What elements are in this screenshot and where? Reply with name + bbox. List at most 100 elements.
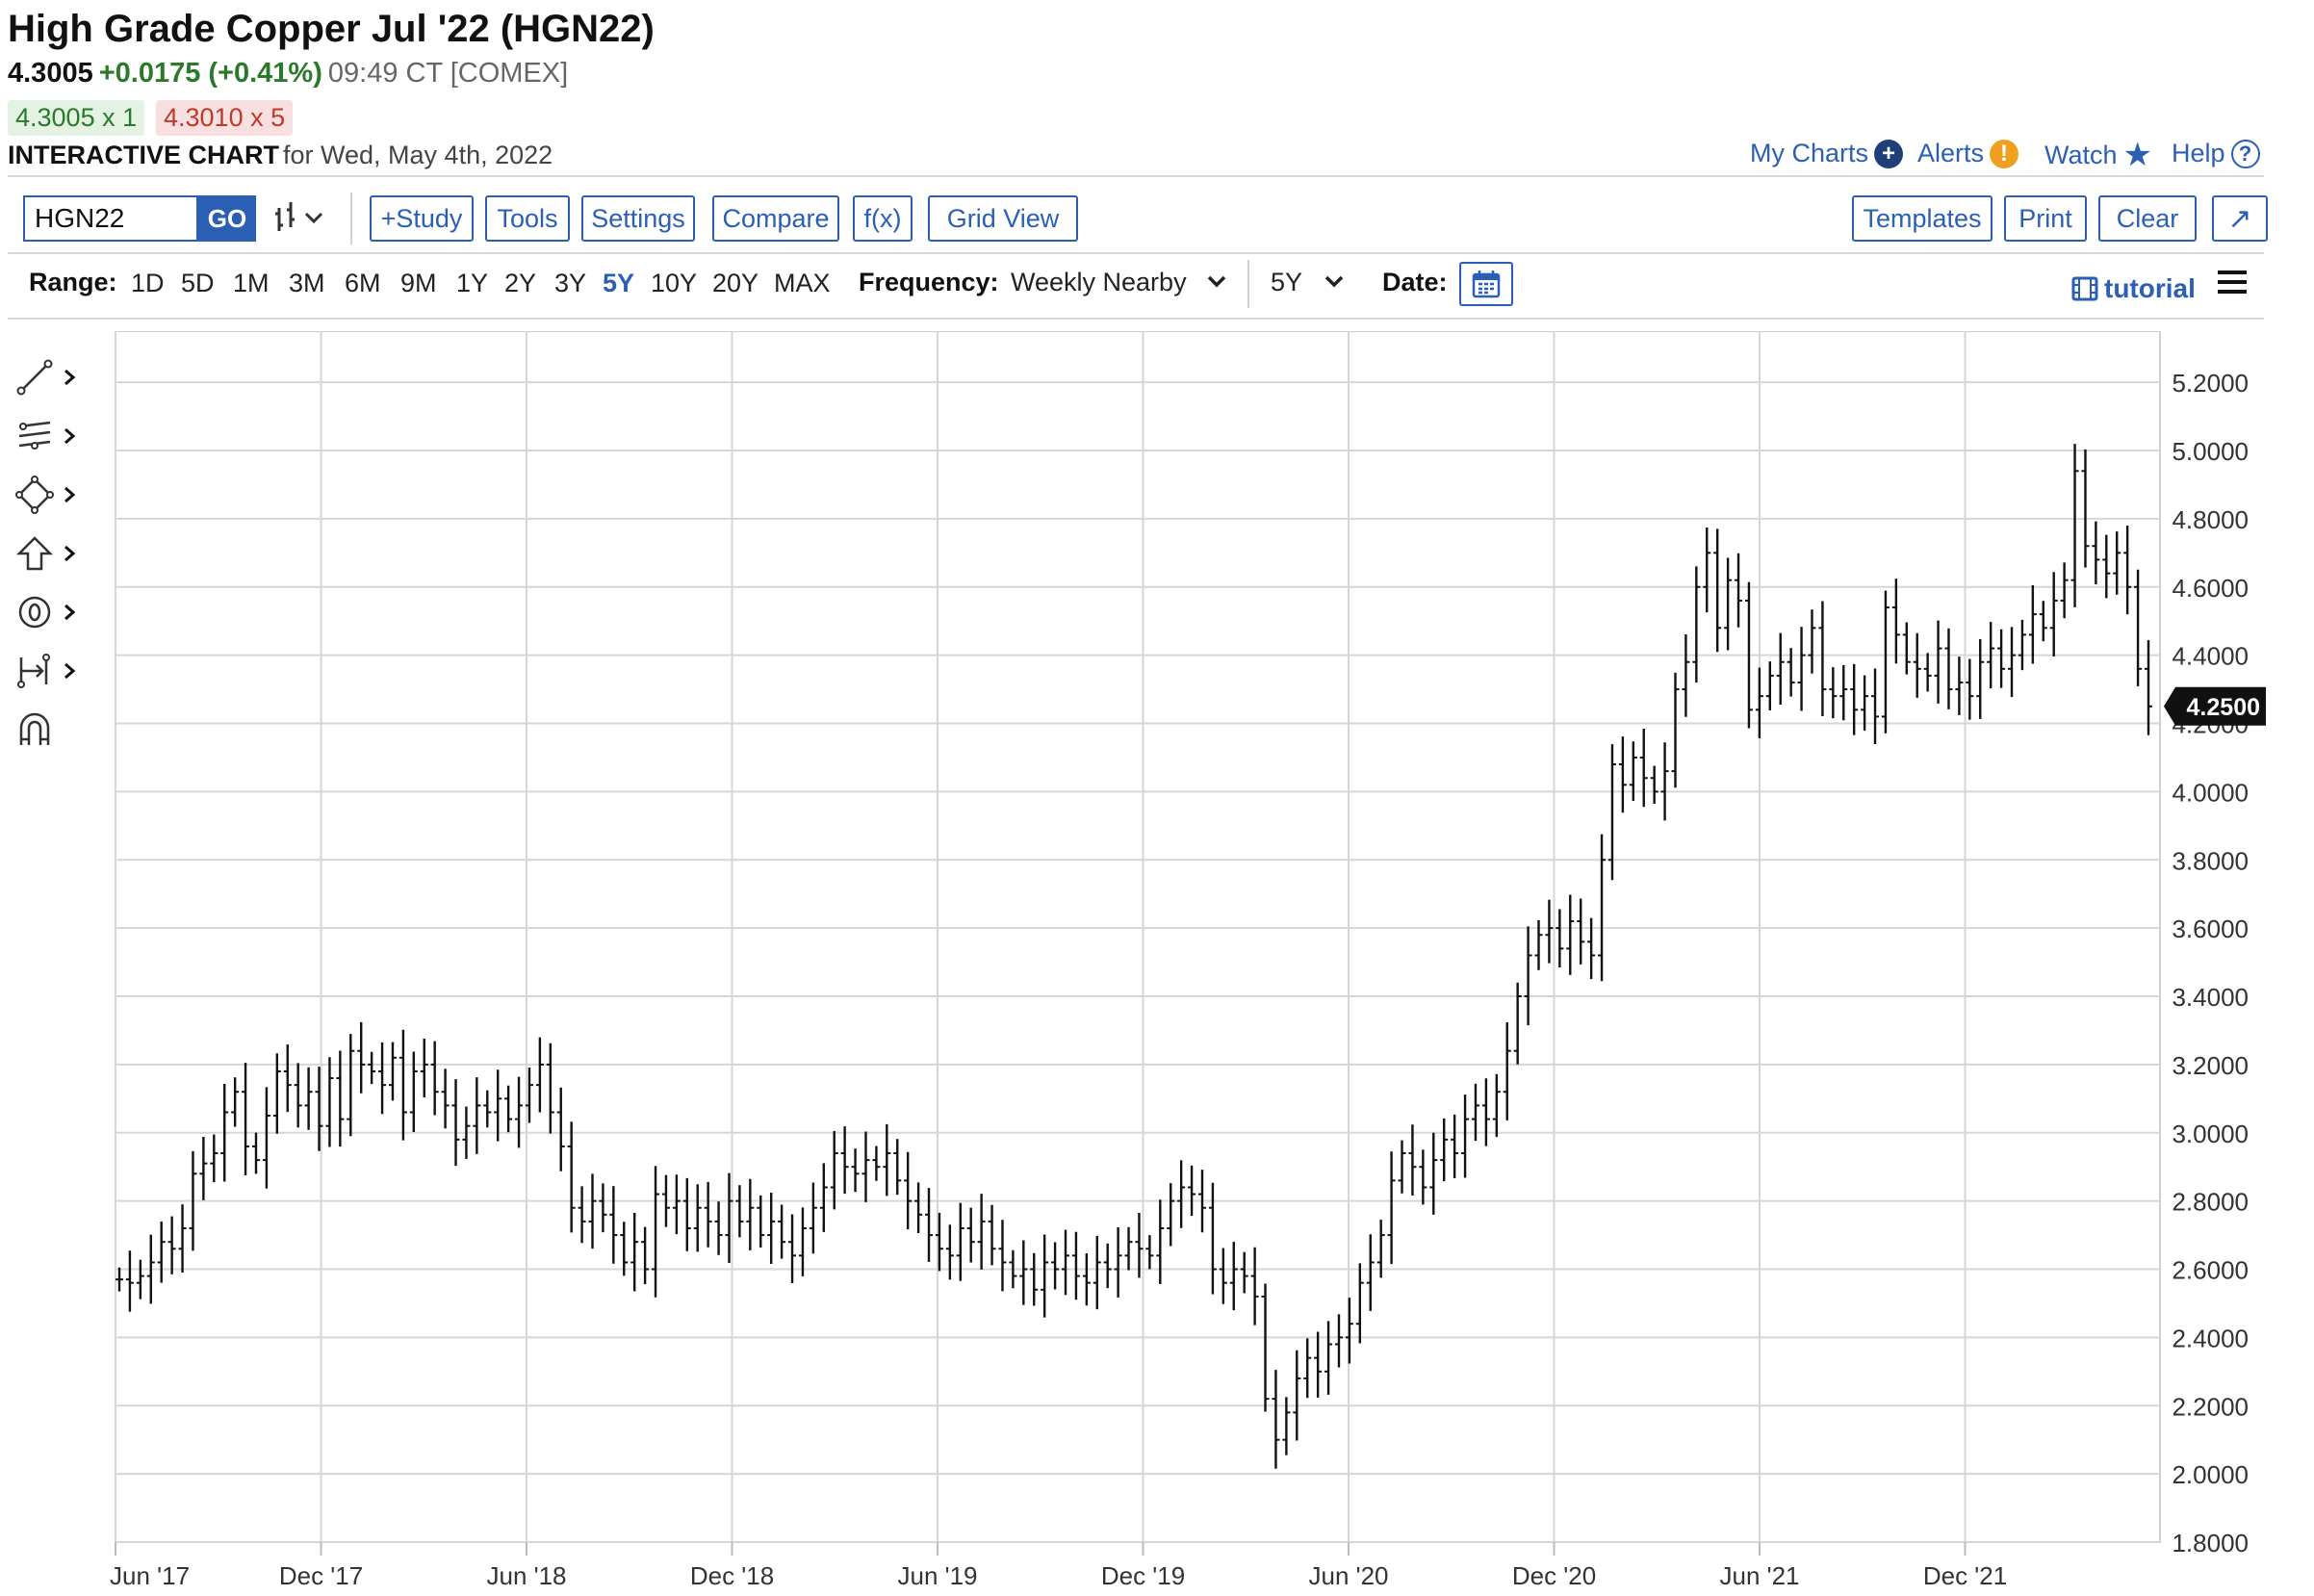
chevron-right-icon (64, 662, 76, 680)
ohlc-bar (1303, 1338, 1312, 1399)
x-tick-label: Jun '21 (1719, 1561, 1799, 1590)
range-9m[interactable]: 9M (400, 269, 437, 297)
my-charts-link[interactable]: My Charts + (1750, 139, 1904, 168)
arrow-tool[interactable] (15, 532, 83, 575)
magnet-tool[interactable] (15, 708, 83, 751)
templates-button[interactable]: Templates (1852, 195, 1993, 242)
frequency-label: Frequency: (859, 268, 999, 296)
ohlc-bar (630, 1213, 639, 1292)
grid-view-button[interactable]: Grid View (928, 195, 1078, 242)
ohlc-bar (1240, 1251, 1248, 1294)
ohlc-bar (652, 1166, 660, 1298)
ohlc-bar (883, 1123, 891, 1197)
range-1d[interactable]: 1D (131, 269, 165, 297)
range-3m[interactable]: 3M (289, 269, 325, 297)
ohlc-bar (1871, 668, 1880, 745)
ohlc-bar (1703, 527, 1711, 613)
plot-frame (115, 331, 2161, 1543)
help-link[interactable]: Help ? (2172, 139, 2260, 168)
range-max[interactable]: MAX (774, 269, 831, 297)
range-6m[interactable]: 6M (345, 269, 381, 297)
watch-link[interactable]: Watch ★ (2044, 139, 2152, 171)
chevron-down-icon[interactable] (1203, 268, 1230, 301)
range-1m[interactable]: 1M (233, 269, 270, 297)
ohlc-bar (1272, 1370, 1280, 1469)
ohlc-bar (1566, 894, 1575, 975)
ohlc-bar (357, 1021, 366, 1094)
chevron-down-icon[interactable] (1321, 268, 1348, 301)
ohlc-bar (1913, 632, 1921, 698)
price-chart[interactable]: 5.20005.00004.80004.60004.40004.20004.00… (92, 331, 2301, 1596)
ohlc-bar (283, 1043, 292, 1113)
range-5y[interactable]: 5Y (603, 269, 635, 297)
calendar-icon[interactable] (1459, 262, 1513, 306)
ohlc-bar (2102, 534, 2111, 599)
bar-type-dropdown[interactable] (273, 198, 331, 245)
chart-date: for Wed, May 4th, 2022 (283, 141, 553, 169)
ohlc-bar (1135, 1213, 1144, 1278)
ohlc-bar (336, 1050, 345, 1147)
ohlc-bar (778, 1204, 786, 1259)
frequency-select[interactable]: Weekly Nearby (1011, 268, 1187, 296)
ohlc-bar (368, 1051, 376, 1085)
ohlc-bar (1513, 982, 1522, 1065)
ohlc-bar (1019, 1240, 1028, 1305)
y-tick-label: 3.0000 (2172, 1120, 2249, 1148)
settings-button[interactable]: Settings (581, 195, 695, 242)
ohlc-bar (1587, 917, 1596, 980)
y-tick-label: 3.6000 (2172, 914, 2249, 943)
help-label: Help (2172, 139, 2225, 167)
clear-button[interactable]: Clear (2098, 195, 2197, 242)
ohlc-bar (1818, 601, 1827, 716)
ohlc-bar (2049, 572, 2058, 657)
text-tool[interactable] (15, 591, 83, 633)
expand-icon[interactable]: ↗ (2212, 195, 2268, 242)
ohlc-bar (1314, 1331, 1323, 1398)
ohlc-bar (1156, 1199, 1165, 1285)
ohlc-bar (1735, 553, 1743, 628)
last-price-marker: 4.2500 (2164, 686, 2266, 726)
line-tool[interactable] (15, 356, 83, 399)
study-button[interactable]: +Study (370, 195, 474, 242)
ohlc-bars-icon (275, 202, 323, 231)
y-tick-label: 4.6000 (2172, 574, 2249, 603)
interactive-chart-label: INTERACTIVE CHART (8, 141, 279, 169)
ohlc-bar (231, 1077, 240, 1127)
fib-tool[interactable] (15, 415, 83, 457)
range-2y[interactable]: 2Y (504, 269, 537, 297)
range-5d[interactable]: 5D (181, 269, 215, 297)
ohlc-bar (1987, 622, 1995, 689)
hamburger-menu-icon[interactable] (2218, 270, 2247, 295)
range-20y[interactable]: 20Y (712, 269, 759, 297)
range-10y[interactable]: 10Y (651, 269, 698, 297)
ohlc-bar (904, 1151, 913, 1230)
last-price-label: 4.2500 (2187, 694, 2260, 721)
tools-button[interactable]: Tools (485, 195, 570, 242)
range-3y[interactable]: 3Y (554, 269, 587, 297)
ohlc-bar (1492, 1073, 1501, 1138)
range-1y[interactable]: 1Y (456, 269, 489, 297)
compare-button[interactable]: Compare (712, 195, 839, 242)
date-label: Date: (1382, 268, 1448, 296)
ohlc-bar (1692, 566, 1701, 683)
tutorial-link[interactable]: tutorial (2071, 273, 2196, 304)
ohlc-bar (1618, 736, 1627, 813)
fx-button[interactable]: f(x) (853, 195, 913, 242)
print-button[interactable]: Print (2004, 195, 2087, 242)
star-icon: ★ (2122, 137, 2152, 173)
y-tick-label: 1.8000 (2172, 1529, 2249, 1557)
ohlc-bar (1387, 1151, 1396, 1265)
ohlc-bar (494, 1069, 502, 1142)
alerts-link[interactable]: Alerts ! (1917, 139, 2019, 168)
period-select[interactable]: 5Y (1271, 268, 1303, 296)
ohlc-bar (1197, 1170, 1206, 1233)
symbol-input[interactable]: HGN22 (23, 195, 198, 242)
go-button[interactable]: GO (198, 195, 256, 242)
ohlc-bar (809, 1182, 817, 1254)
ohlc-bar (1103, 1243, 1112, 1289)
ohlc-bar (1355, 1263, 1364, 1344)
shape-tool[interactable] (15, 474, 83, 516)
ohlc-bar (893, 1139, 902, 1196)
ohlc-bar (840, 1126, 849, 1195)
measure-tool[interactable] (15, 650, 83, 692)
